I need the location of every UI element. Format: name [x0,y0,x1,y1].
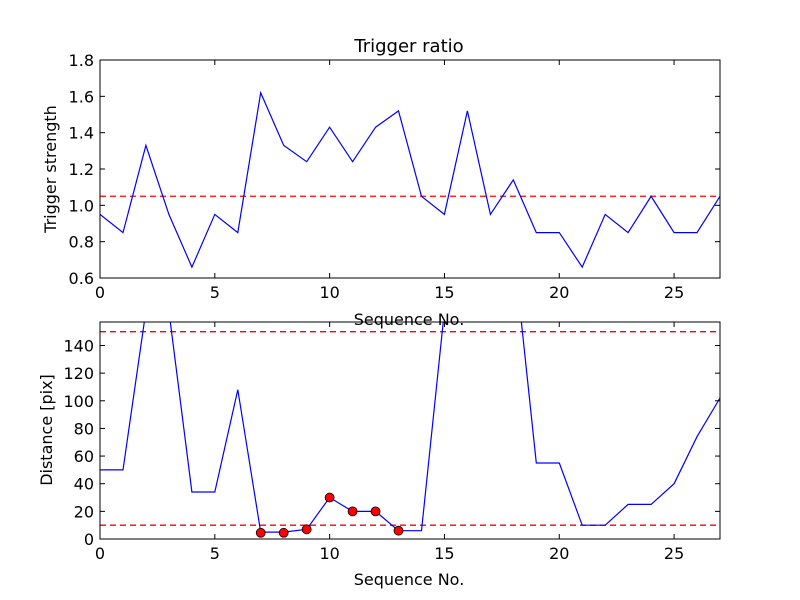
series-line [100,90,720,269]
plot-area [100,90,720,269]
series-line [100,322,720,533]
x-tick-label: 10 [319,283,339,302]
y-tick-label: 1.4 [69,124,94,143]
y-axis-label: Trigger strength [41,105,60,234]
y-tick-label: 120 [63,364,94,383]
x-tick-label: 20 [549,544,569,563]
y-axis-label: Distance [pix] [37,374,56,486]
highlight-point [393,525,404,536]
x-axis-label: Sequence No. [354,570,465,589]
y-tick-label: 0.6 [69,269,94,288]
x-tick-label: 25 [664,544,684,563]
x-tick-label: 5 [210,283,220,302]
x-tick-label: 15 [434,283,454,302]
x-tick-label: 5 [210,544,220,563]
distance-chart: Sequence No. Distance [pix] 0 5 10 15 20 25 0 2… [37,321,721,589]
x-tick-label: 0 [95,283,105,302]
y-tick-label: 0.8 [69,233,94,252]
y-tick-label: 1.0 [69,196,94,215]
y-tick-label: 20 [74,502,94,521]
y-tick-label: 1.8 [69,51,94,70]
x-tick-label: 15 [434,544,454,563]
y-tick-label: 40 [74,475,94,494]
x-tick-label: 0 [95,544,105,563]
y-tick-label: 0 [84,530,94,549]
y-tick-label: 1.2 [69,160,94,179]
highlight-point [347,506,358,517]
highlight-point [301,524,312,535]
y-tick-label: 80 [74,419,94,438]
x-axis-label: Sequence No. [354,310,465,329]
chart-title: Trigger ratio [353,36,463,57]
x-tick-label: 25 [664,283,684,302]
highlight-point [324,492,335,503]
x-tick-label: 10 [319,544,339,563]
y-tick-label: 100 [63,392,94,411]
y-tick-label: 1.6 [69,87,94,106]
plot-frame [99,321,721,540]
trigger-ratio-chart: Trigger ratio Sequence No. Trigger stren… [41,36,721,329]
y-tick-label: 60 [74,447,94,466]
highlight-point [255,527,266,538]
plot-area [100,322,720,538]
x-tick-label: 20 [549,283,569,302]
highlight-point [278,527,289,538]
y-tick-label: 140 [63,336,94,355]
highlight-point [370,506,381,517]
